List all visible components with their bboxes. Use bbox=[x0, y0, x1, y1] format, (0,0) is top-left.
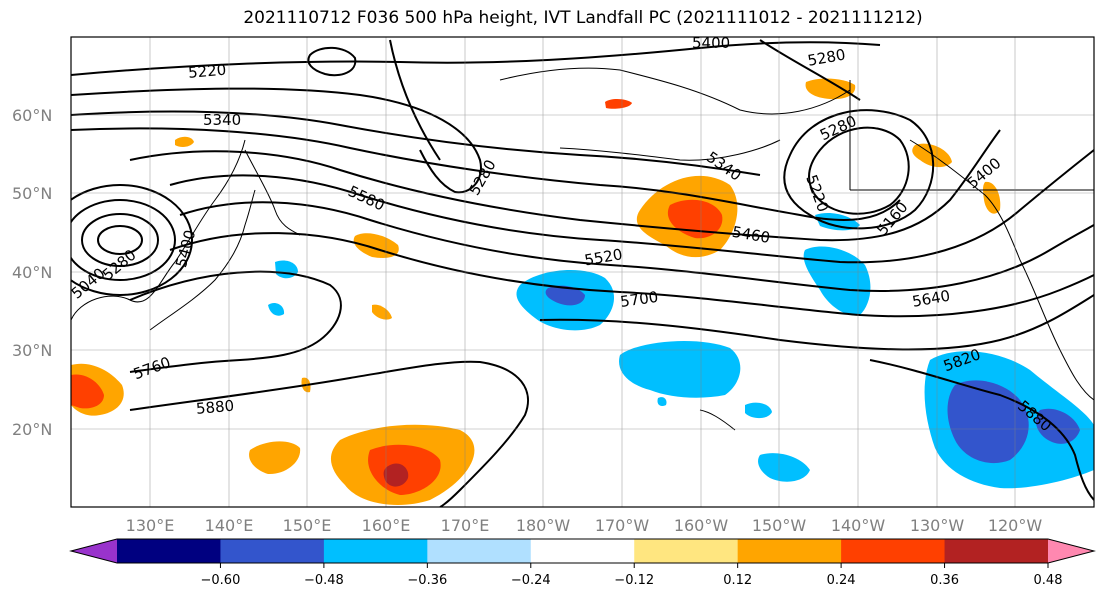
contour-line bbox=[808, 126, 910, 215]
coastline-kamchatka bbox=[244, 149, 301, 236]
contour-line bbox=[129, 360, 529, 507]
contour-label: 5700 bbox=[619, 288, 659, 311]
coastline-alaska bbox=[499, 67, 851, 115]
contour-line bbox=[169, 149, 1094, 264]
contour-low-center bbox=[81, 213, 159, 267]
coastline-japan bbox=[149, 189, 256, 331]
ivt-negative-region bbox=[268, 303, 285, 316]
coastline-bc bbox=[849, 80, 1094, 191]
latitude-labels: 60°N 50°N 40°N 30°N 20°N bbox=[12, 106, 52, 439]
ivt-positive-strong bbox=[383, 463, 409, 487]
ivt-negative-core bbox=[545, 285, 585, 306]
colorbar-cell bbox=[634, 539, 739, 563]
contour-label: 5400 bbox=[692, 34, 730, 52]
lat-label: 50°N bbox=[12, 184, 52, 203]
lon-label: 160°E bbox=[362, 516, 411, 535]
ivt-positive-core bbox=[71, 374, 104, 409]
contour-line bbox=[71, 110, 761, 176]
colorbar-cell bbox=[220, 539, 325, 563]
contour-low-center bbox=[71, 184, 193, 296]
height-contours bbox=[71, 39, 1094, 507]
colorbar-cell bbox=[323, 539, 428, 563]
ivt-negative-region bbox=[745, 402, 772, 419]
contour-line bbox=[539, 294, 1094, 351]
contour-low-center bbox=[97, 225, 143, 255]
ivt-positive-region bbox=[249, 441, 301, 475]
longitude-labels: 130°E 140°E 150°E 160°E 170°E 180°W 170°… bbox=[126, 516, 1043, 535]
contour-line bbox=[71, 87, 482, 194]
ivt-negative-region bbox=[758, 453, 810, 482]
graticule bbox=[71, 37, 1094, 507]
lat-label: 30°N bbox=[12, 341, 52, 360]
colorbar-extend-left bbox=[71, 539, 117, 563]
colorbar-cell bbox=[530, 539, 635, 563]
contour-line bbox=[129, 270, 342, 373]
colorbar-cell bbox=[427, 539, 532, 563]
lat-label: 20°N bbox=[12, 420, 52, 439]
colorbar-tick-label: −0.24 bbox=[511, 573, 551, 588]
contour-low-center bbox=[71, 199, 176, 281]
map-title: 2021110712 F036 500 hPa height, IVT Land… bbox=[243, 8, 923, 28]
coastline-hawaii bbox=[699, 409, 736, 431]
colorbar-tick-label: 0.36 bbox=[930, 573, 959, 588]
lon-label: 120°W bbox=[988, 516, 1043, 535]
ivt-negative-core bbox=[1035, 408, 1080, 444]
contour-line bbox=[71, 127, 901, 221]
ivt-negative-region bbox=[619, 340, 741, 398]
colorbar-cell bbox=[841, 539, 946, 563]
colorbar-tick-label: 0.24 bbox=[827, 573, 856, 588]
lon-label: 130°W bbox=[910, 516, 965, 535]
coastline-na-west bbox=[909, 139, 1094, 401]
lon-label: 170°E bbox=[441, 516, 490, 535]
colorbar-tick-label: −0.60 bbox=[201, 573, 241, 588]
lat-label: 60°N bbox=[12, 106, 52, 125]
contour-line bbox=[169, 232, 1094, 318]
lon-label: 150°W bbox=[752, 516, 807, 535]
contour-label: 5340 bbox=[203, 111, 241, 129]
coastlines bbox=[71, 67, 1094, 431]
lon-label: 140°E bbox=[205, 516, 254, 535]
contour-line bbox=[71, 41, 881, 76]
colorbar-extend-right bbox=[1048, 539, 1094, 563]
ivt-positive-small bbox=[175, 136, 194, 147]
colorbar-cell bbox=[737, 539, 842, 563]
lon-label: 150°E bbox=[283, 516, 332, 535]
colorbar-tick-label: 0.48 bbox=[1034, 573, 1063, 588]
contour-label: 5880 bbox=[195, 397, 235, 418]
contour-label: 5220 bbox=[187, 61, 227, 82]
ivt-negative-small bbox=[657, 397, 667, 407]
contour-line bbox=[869, 359, 1094, 501]
ivt-negative-region bbox=[815, 213, 860, 231]
ivt-negative-region bbox=[803, 246, 871, 316]
lon-label: 140°W bbox=[831, 516, 886, 535]
contour-line bbox=[179, 201, 1094, 292]
contour-line bbox=[129, 129, 1001, 242]
colorbar: −0.60 −0.48 −0.36 −0.24 −0.12 0.12 0.24 0.36 0.4… bbox=[69, 538, 1096, 588]
coastline-aleutians bbox=[559, 139, 781, 161]
lon-label: 160°W bbox=[674, 516, 729, 535]
lon-label: 180°W bbox=[516, 516, 571, 535]
ivt-positive-small bbox=[605, 99, 632, 109]
colorbar-tick-label: 0.12 bbox=[723, 573, 752, 588]
colorbar-tick-label: −0.48 bbox=[304, 573, 344, 588]
contour-line bbox=[783, 109, 935, 230]
contour-line bbox=[307, 46, 357, 77]
lon-label: 130°E bbox=[126, 516, 175, 535]
coastline-asia bbox=[71, 139, 246, 321]
contour-line bbox=[759, 39, 861, 101]
contour-line bbox=[389, 39, 441, 161]
colorbar-cell bbox=[117, 539, 221, 563]
lon-label: 170°W bbox=[595, 516, 650, 535]
colorbar-outline bbox=[69, 538, 1096, 564]
colorbar-tick-label: −0.12 bbox=[614, 573, 654, 588]
map-frame bbox=[70, 36, 1095, 508]
ivt-negative-core bbox=[947, 380, 1029, 464]
colorbar-cell bbox=[944, 539, 1049, 563]
ivt-positive-small bbox=[372, 304, 392, 320]
lat-label: 40°N bbox=[12, 263, 52, 282]
colorbar-tick-label: −0.36 bbox=[407, 573, 447, 588]
